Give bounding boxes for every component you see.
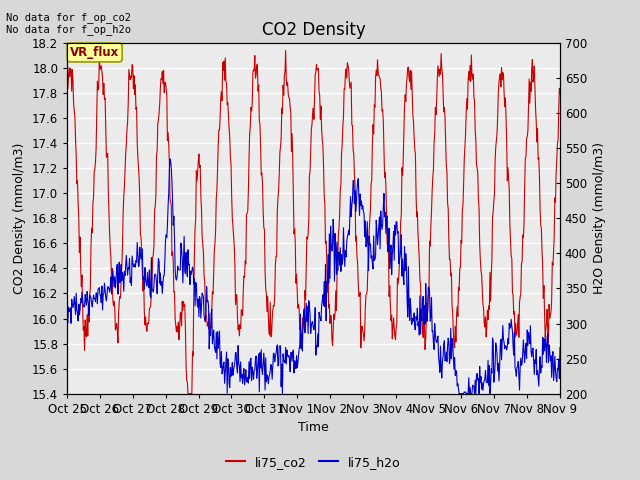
Y-axis label: CO2 Density (mmol/m3): CO2 Density (mmol/m3) bbox=[13, 143, 26, 294]
Y-axis label: H2O Density (mmol/m3): H2O Density (mmol/m3) bbox=[593, 143, 605, 294]
Text: No data for f_op_co2
No data for f_op_h2o: No data for f_op_co2 No data for f_op_h2… bbox=[6, 12, 131, 36]
X-axis label: Time: Time bbox=[298, 421, 329, 434]
Legend: li75_co2, li75_h2o: li75_co2, li75_h2o bbox=[221, 451, 406, 474]
Title: CO2 Density: CO2 Density bbox=[262, 21, 365, 39]
Text: VR_flux: VR_flux bbox=[70, 46, 119, 59]
